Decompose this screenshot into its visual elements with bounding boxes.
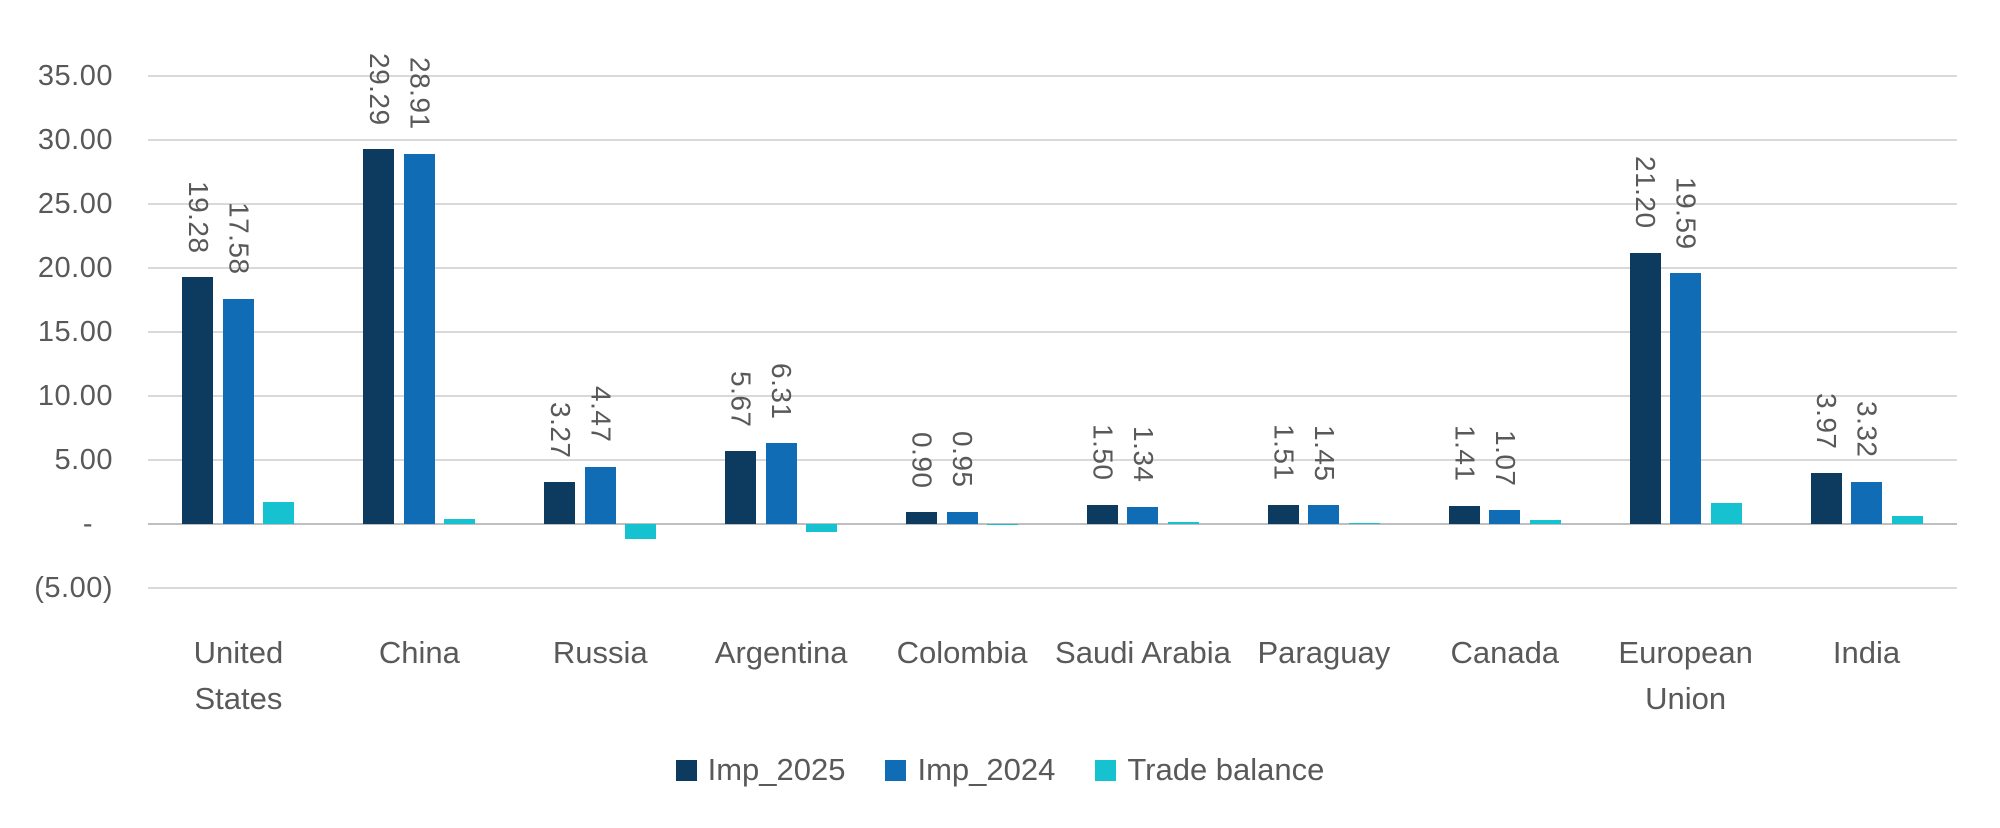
legend-item-imp-2025: Imp_2025 <box>675 752 846 788</box>
value-label: 0.95 <box>947 431 979 488</box>
gridline <box>148 203 1957 205</box>
x-tick-label: China <box>378 635 460 670</box>
value-label: 19.28 <box>182 180 214 254</box>
bar-trade-balance <box>1891 515 1923 524</box>
y-tick-label: 30.00 <box>37 124 113 156</box>
bar-trade-balance <box>1710 503 1742 524</box>
bar-imp-2024 <box>584 466 616 524</box>
bar-imp-2024 <box>765 443 797 524</box>
y-tick-label: 5.00 <box>54 444 113 476</box>
gridline <box>148 267 1957 269</box>
bar-trade-balance <box>987 524 1019 525</box>
bar-imp-2025 <box>1267 504 1299 524</box>
value-label: 1.41 <box>1449 425 1481 482</box>
bar-trade-balance <box>1529 519 1561 524</box>
x-tick-label: Saudi Arabia <box>1055 635 1231 670</box>
x-tick-label: Colombia <box>896 635 1028 670</box>
value-label: 3.27 <box>544 401 576 459</box>
value-label: 0.90 <box>906 431 938 489</box>
value-label: 1.45 <box>1308 424 1340 482</box>
gridline <box>148 139 1957 141</box>
value-label: 29.29 <box>363 52 395 126</box>
bar-imp-2024 <box>1670 273 1702 524</box>
value-label: 6.31 <box>766 362 798 420</box>
bar-imp-2025 <box>544 482 576 524</box>
value-label: 19.59 <box>1670 176 1702 250</box>
chart-legend: Imp_2025 Imp_2024 Trade balance <box>0 752 2000 788</box>
y-tick-label: 20.00 <box>37 252 113 284</box>
bar-imp-2024 <box>946 511 978 524</box>
legend-swatch-icon <box>1095 759 1117 781</box>
gridline <box>148 75 1957 77</box>
legend-item-imp-2024: Imp_2024 <box>885 752 1055 788</box>
bar-imp-2025 <box>1810 473 1842 524</box>
bar-trade-balance <box>1167 521 1199 524</box>
x-tick-label: Russia <box>552 635 648 670</box>
gridline <box>148 459 1957 461</box>
bar-imp-2024 <box>403 153 435 524</box>
gridline <box>148 331 1957 333</box>
bar-imp-2024 <box>1489 510 1521 524</box>
y-tick-label: 15.00 <box>37 316 113 348</box>
value-label: 5.67 <box>725 370 757 428</box>
value-label: 4.47 <box>585 386 617 443</box>
value-label: 3.32 <box>1851 401 1883 458</box>
y-tick-label: (5.00) <box>34 572 113 604</box>
value-label: 3.97 <box>1811 392 1843 450</box>
bar-trade-balance <box>806 524 838 533</box>
bar-imp-2024 <box>1308 505 1340 524</box>
bar-imp-2025 <box>906 512 938 524</box>
legend-label: Imp_2025 <box>707 752 846 787</box>
x-tick-label: Canada <box>1450 635 1560 670</box>
y-tick-label: 10.00 <box>37 380 113 412</box>
value-label: 28.91 <box>404 57 436 130</box>
bar-imp-2025 <box>1086 504 1118 524</box>
legend-swatch-icon <box>675 759 697 781</box>
x-tick-label: India <box>1832 635 1901 670</box>
x-tick-label: European Union <box>1618 635 1753 716</box>
y-tick-label: 25.00 <box>37 188 113 220</box>
bar-imp-2025 <box>1448 505 1480 524</box>
x-tick-label: United States <box>193 635 284 716</box>
value-label: 1.50 <box>1087 424 1119 481</box>
x-tick-label: Paraguay <box>1257 635 1391 670</box>
y-tick-label: 35.00 <box>37 60 113 92</box>
bar-imp-2024 <box>1127 506 1159 524</box>
bar-imp-2025 <box>1629 252 1661 524</box>
value-label: 17.58 <box>223 202 255 275</box>
gridline <box>148 395 1957 397</box>
bar-imp-2024 <box>222 298 254 524</box>
bar-trade-balance <box>625 524 657 540</box>
y-tick-label: - <box>82 508 93 540</box>
gridline <box>148 587 1957 589</box>
value-label: 1.07 <box>1489 429 1521 487</box>
bar-imp-2025 <box>182 277 214 524</box>
bar-trade-balance <box>1348 523 1380 524</box>
bar-imp-2025 <box>725 451 757 524</box>
legend-label: Trade balance <box>1127 752 1325 787</box>
bar-trade-balance <box>444 519 476 524</box>
zero-gridline <box>148 523 1957 525</box>
bar-imp-2025 <box>363 149 395 524</box>
bar-trade-balance <box>263 502 295 524</box>
legend-item-trade-balance: Trade balance <box>1095 752 1324 788</box>
value-label: 1.34 <box>1127 426 1159 483</box>
x-tick-label: Argentina <box>714 635 848 670</box>
bar-imp-2024 <box>1851 481 1883 524</box>
legend-swatch-icon <box>885 759 907 781</box>
value-label: 1.51 <box>1268 424 1300 481</box>
legend-label: Imp_2024 <box>917 752 1056 787</box>
value-label: 21.20 <box>1630 156 1662 229</box>
